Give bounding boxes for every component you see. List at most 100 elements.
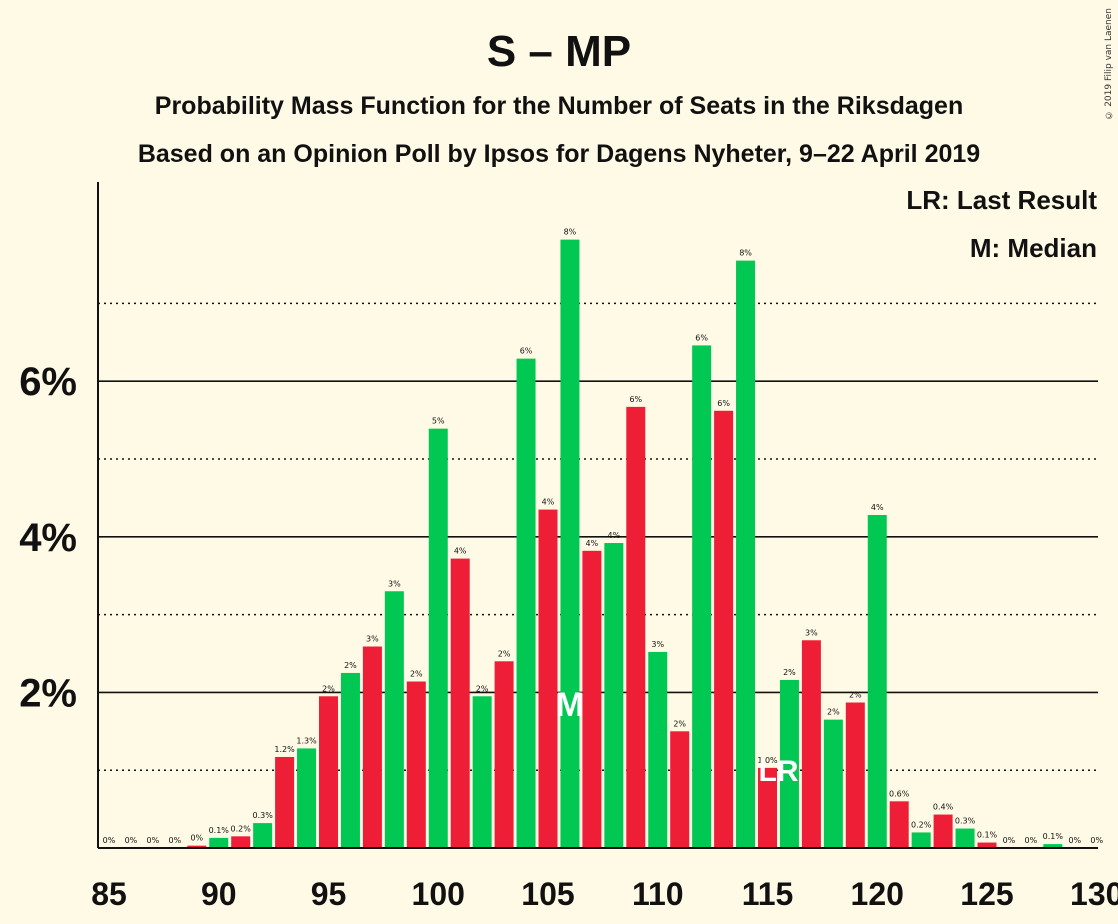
bar-label-118: 3% (805, 628, 818, 637)
chart-title: S – MP (487, 27, 631, 76)
bar-label-105: 6% (520, 347, 533, 356)
legend-median: M: Median (970, 233, 1097, 263)
bar-label-117: 2% (783, 668, 796, 677)
last-result-marker: LR (759, 755, 799, 788)
bar-label-124: 0.4% (933, 803, 954, 812)
bar-label-111: 3% (651, 640, 664, 649)
bar-label-95: 1.3% (296, 736, 317, 745)
bar-seat-107 (560, 239, 580, 848)
x-tick-label: 120 (851, 876, 904, 912)
bar-seat-96 (319, 696, 338, 848)
x-tick-label: 125 (960, 876, 1013, 912)
bar-label-123: 0.2% (911, 820, 932, 829)
bar-seat-122 (889, 801, 909, 848)
bar-seat-113 (692, 345, 712, 848)
x-tick-label: 95 (311, 876, 347, 912)
bars: 0% 0% 0% 0% 0%0.1% 0.2%0.3%1.2%1.3%2%2%3%3%2%… (103, 228, 1103, 848)
bar-label-91: 0.1% (209, 826, 230, 835)
y-tick-label: 4% (19, 516, 77, 560)
bar-label-106: 4% (542, 498, 555, 507)
median-marker: M (556, 686, 584, 724)
bar-seat-106 (538, 509, 558, 848)
bar-label-87: 0% (125, 836, 138, 845)
bar-seat-116 (758, 767, 777, 848)
bar-label-131: 0% (1090, 836, 1103, 845)
bar-seat-124 (933, 814, 953, 848)
bar-label-90: 0% (190, 834, 203, 843)
x-tick-label: 130 (1070, 876, 1118, 912)
bar-label-110: 6% (629, 395, 642, 404)
axes: 2% 4% 6% 85 90 95 100 105 110 115 120 125 130 (19, 182, 1118, 912)
bar-label-119: 2% (827, 708, 840, 717)
bar-seat-118 (801, 640, 821, 848)
bar-label-86: 0% (103, 836, 116, 845)
bar-label-93: 0.3% (252, 811, 273, 820)
bar-seat-101 (428, 428, 448, 848)
bar-label-107: 8% (564, 228, 577, 237)
bar-label-127: 0% (1003, 836, 1016, 845)
x-tick-label: 85 (91, 876, 127, 912)
bar-seat-92 (231, 836, 251, 848)
bar-seat-115 (736, 260, 756, 848)
bar-seat-117 (779, 679, 799, 848)
bar-label-114: 6% (717, 399, 730, 408)
bar-seat-123 (911, 832, 931, 848)
legend-last-result: LR: Last Result (906, 185, 1097, 215)
bar-label-108: 4% (586, 539, 599, 548)
bar-label-126: 0.1% (977, 831, 998, 840)
bar-label-94: 1.2% (274, 745, 295, 754)
bar-label-112: 2% (673, 719, 686, 728)
x-tick-label: 90 (201, 876, 237, 912)
bar-seat-121 (867, 515, 887, 848)
bar-label-116: 1.0% (757, 756, 778, 765)
bar-seat-119 (823, 719, 843, 848)
bar-seat-95 (297, 748, 317, 848)
bar-label-104: 2% (498, 649, 511, 658)
bar-seat-112 (670, 731, 690, 848)
bar-label-101: 5% (432, 417, 445, 426)
bar-label-99: 3% (388, 579, 401, 588)
bar-seat-109 (604, 543, 624, 848)
bar-label-100: 2% (410, 670, 423, 679)
bar-seat-98 (362, 646, 382, 848)
bar-label-130: 0% (1068, 836, 1081, 845)
bar-label-97: 2% (344, 661, 357, 670)
bar-label-103: 2% (476, 684, 489, 693)
y-tick-label: 2% (19, 671, 77, 715)
chart-subtitle-2: Based on an Opinion Poll by Ipsos for Da… (138, 140, 980, 168)
x-tick-label: 105 (521, 876, 574, 912)
bar-seat-103 (472, 696, 492, 848)
bar-label-122: 0.6% (889, 789, 910, 798)
chart-subtitle-1: Probability Mass Function for the Number… (155, 92, 963, 120)
bar-seat-111 (648, 651, 668, 848)
bar-seat-114 (714, 410, 734, 848)
bar-seat-129 (1043, 844, 1063, 848)
bar-seat-97 (340, 672, 360, 848)
bar-seat-90 (187, 845, 207, 848)
bar-seat-104 (494, 661, 514, 848)
bar-label-121: 4% (871, 503, 884, 512)
bar-label-113: 6% (695, 333, 708, 342)
bar-seat-108 (582, 550, 602, 848)
bar-seat-105 (516, 358, 536, 848)
bar-label-125: 0.3% (955, 817, 976, 826)
bar-label-92: 0.2% (231, 824, 252, 833)
bar-seat-120 (845, 702, 865, 848)
x-tick-label: 110 (632, 876, 684, 912)
bar-seat-126 (977, 842, 997, 848)
x-tick-label: 100 (412, 876, 465, 912)
bar-seat-94 (275, 756, 295, 848)
bar-label-96: 2% (322, 684, 335, 693)
bar-seat-91 (209, 837, 229, 848)
bar-seat-102 (450, 558, 470, 848)
bar-label-128: 0% (1025, 836, 1038, 845)
bar-label-109: 4% (607, 531, 620, 540)
bar-label-98: 3% (366, 634, 379, 643)
bar-seat-110 (626, 406, 646, 848)
bar-seat-125 (955, 828, 975, 848)
markers: M LR (556, 686, 799, 788)
x-tick-label: 115 (742, 876, 794, 912)
bar-seat-99 (384, 591, 404, 848)
bar-label-129: 0.1% (1043, 832, 1064, 841)
